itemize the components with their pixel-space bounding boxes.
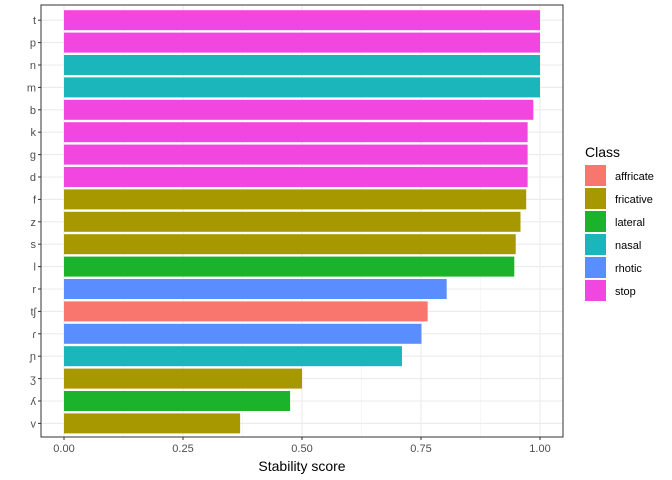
legend-label-fricative: fricative [615,194,653,206]
y-tick-label-t: t [33,15,36,27]
x-tick-label-4: 1.00 [529,443,550,455]
x-tick-label-0: 0.00 [53,443,74,455]
bar-item-16 [64,368,302,389]
y-tick-label-item-15: ɲ [29,351,36,363]
y-tick-label-k: k [31,127,37,139]
bar-t [64,10,540,31]
y-tick-label-l: l [34,262,36,274]
bar-item-15 [64,346,402,367]
bar-b [64,99,534,120]
y-tick-label-v: v [31,418,37,430]
y-tick-label-r: r [32,284,36,296]
y-tick-label-item-16: ʒ [30,374,36,386]
y-tick-label-t: tʃ [31,306,38,318]
y-tick-label-p: p [30,38,36,50]
bar-item-17 [64,391,291,411]
legend-label-rhotic: rhotic [615,263,642,275]
bar-r [64,279,447,299]
bar-l [64,256,515,277]
bar-n [64,55,540,75]
legend-label-lateral: lateral [615,217,645,229]
bar-d [64,167,528,187]
legend-key-rhotic [585,257,606,278]
bar-z [64,211,521,232]
bar-p [64,32,540,53]
y-tick-label-item-14: ɾ [32,329,36,341]
y-tick-label-n: n [30,60,36,72]
bar-g [64,144,528,165]
y-tick-label-g: g [30,150,36,162]
bar-item-14 [64,323,422,344]
bar-t [64,301,428,322]
y-tick-label-m: m [27,82,36,94]
legend-key-nasal [585,234,606,255]
x-tick-label-2: 0.50 [291,443,312,455]
y-tick-label-s: s [31,239,37,251]
legend-key-affricate [585,165,606,186]
legend-label-affricate: affricate [615,171,654,183]
x-axis-ticks: 0.00 0.25 0.50 0.75 1.00 [53,437,551,455]
legend-title: Class [585,144,620,160]
legend-key-fricative [585,188,606,209]
x-tick-label-1: 0.25 [172,443,193,455]
y-tick-label-z: z [31,217,37,229]
y-tick-label-b: b [30,105,36,117]
y-tick-label-item-17: ʎ [31,396,37,408]
legend-key-stop [585,280,606,301]
bar-v [64,413,241,434]
legend-label-stop: stop [615,286,636,298]
bars [64,10,540,434]
bar-s [64,234,516,255]
legend: Class affricate fricative lateral nasal rhot… [585,144,654,301]
legend-key-lateral [585,211,606,232]
x-axis-title: Stability score [258,458,345,474]
legend-label-nasal: nasal [615,240,641,252]
x-tick-label-3: 0.75 [410,443,431,455]
bar-k [64,122,528,143]
y-tick-label-d: d [30,172,36,184]
y-tick-label-f: f [33,194,37,206]
bar-m [64,77,540,98]
bar-f [64,189,527,210]
